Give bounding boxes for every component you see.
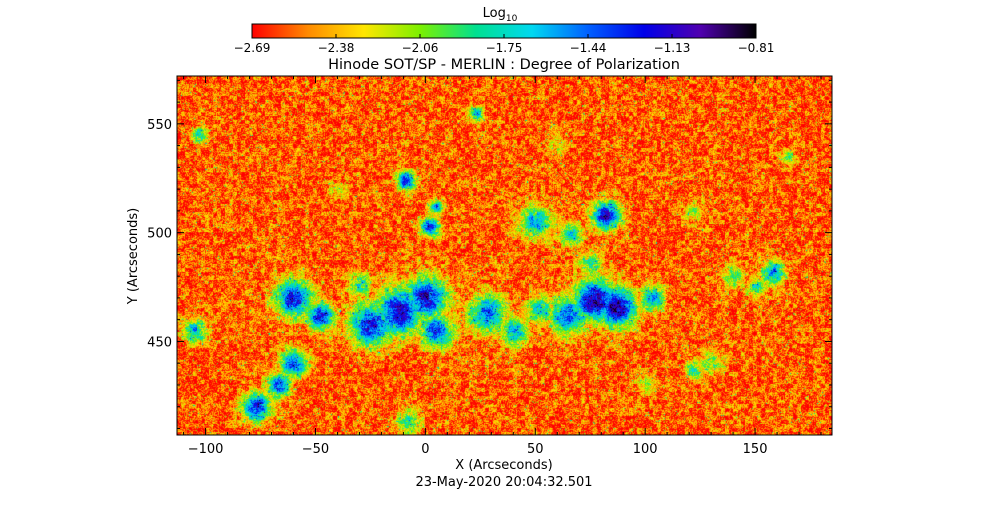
x-axis: −100 −50 0 50 100 150	[183, 76, 822, 457]
colorbar-tick-label: −2.69	[234, 41, 271, 55]
colorbar-tick-label: −0.81	[738, 41, 775, 55]
y-axis: 450 500 550	[147, 79, 832, 429]
plot-frame	[176, 75, 833, 436]
y-tick-label: 550	[147, 118, 172, 133]
timestamp: 23-May-2020 20:04:32.501	[415, 475, 592, 490]
y-tick-label: 500	[147, 227, 172, 242]
x-tick-label: 100	[633, 442, 658, 457]
x-tick-label: 0	[421, 442, 429, 457]
colorbar-tick-label: −1.44	[570, 41, 607, 55]
y-tick-label: 450	[147, 335, 172, 350]
x-tick-label: −50	[302, 442, 329, 457]
colorbar-tick-label: −2.38	[318, 41, 355, 55]
y-axis-label: Y (Arcseconds)	[126, 208, 141, 305]
colorbar: Log10 −2.69 −2.38 −2.06 −1.75 −1.44 −1.13 −0.8…	[234, 6, 775, 55]
x-tick-label: 50	[527, 442, 544, 457]
heatmap-image	[177, 76, 832, 435]
colorbar-tick-label: −1.75	[486, 41, 523, 55]
chart-title: Hinode SOT/SP - MERLIN : Degree of Polar…	[328, 57, 680, 73]
colorbar-label: Log10	[483, 6, 518, 24]
colorbar-label-base: Log	[483, 6, 506, 21]
x-tick-label: −100	[188, 442, 224, 457]
x-axis-label: X (Arcseconds)	[455, 458, 552, 473]
heatmap-container	[177, 76, 832, 435]
colorbar-ticks: −2.69 −2.38 −2.06 −1.75 −1.44 −1.13 −0.81	[234, 34, 775, 55]
colorbar-label-subscript: 10	[506, 14, 518, 24]
colorbar-tick-label: −2.06	[402, 41, 439, 55]
x-tick-label: 150	[743, 442, 768, 457]
colorbar-tick-label: −1.13	[654, 41, 691, 55]
